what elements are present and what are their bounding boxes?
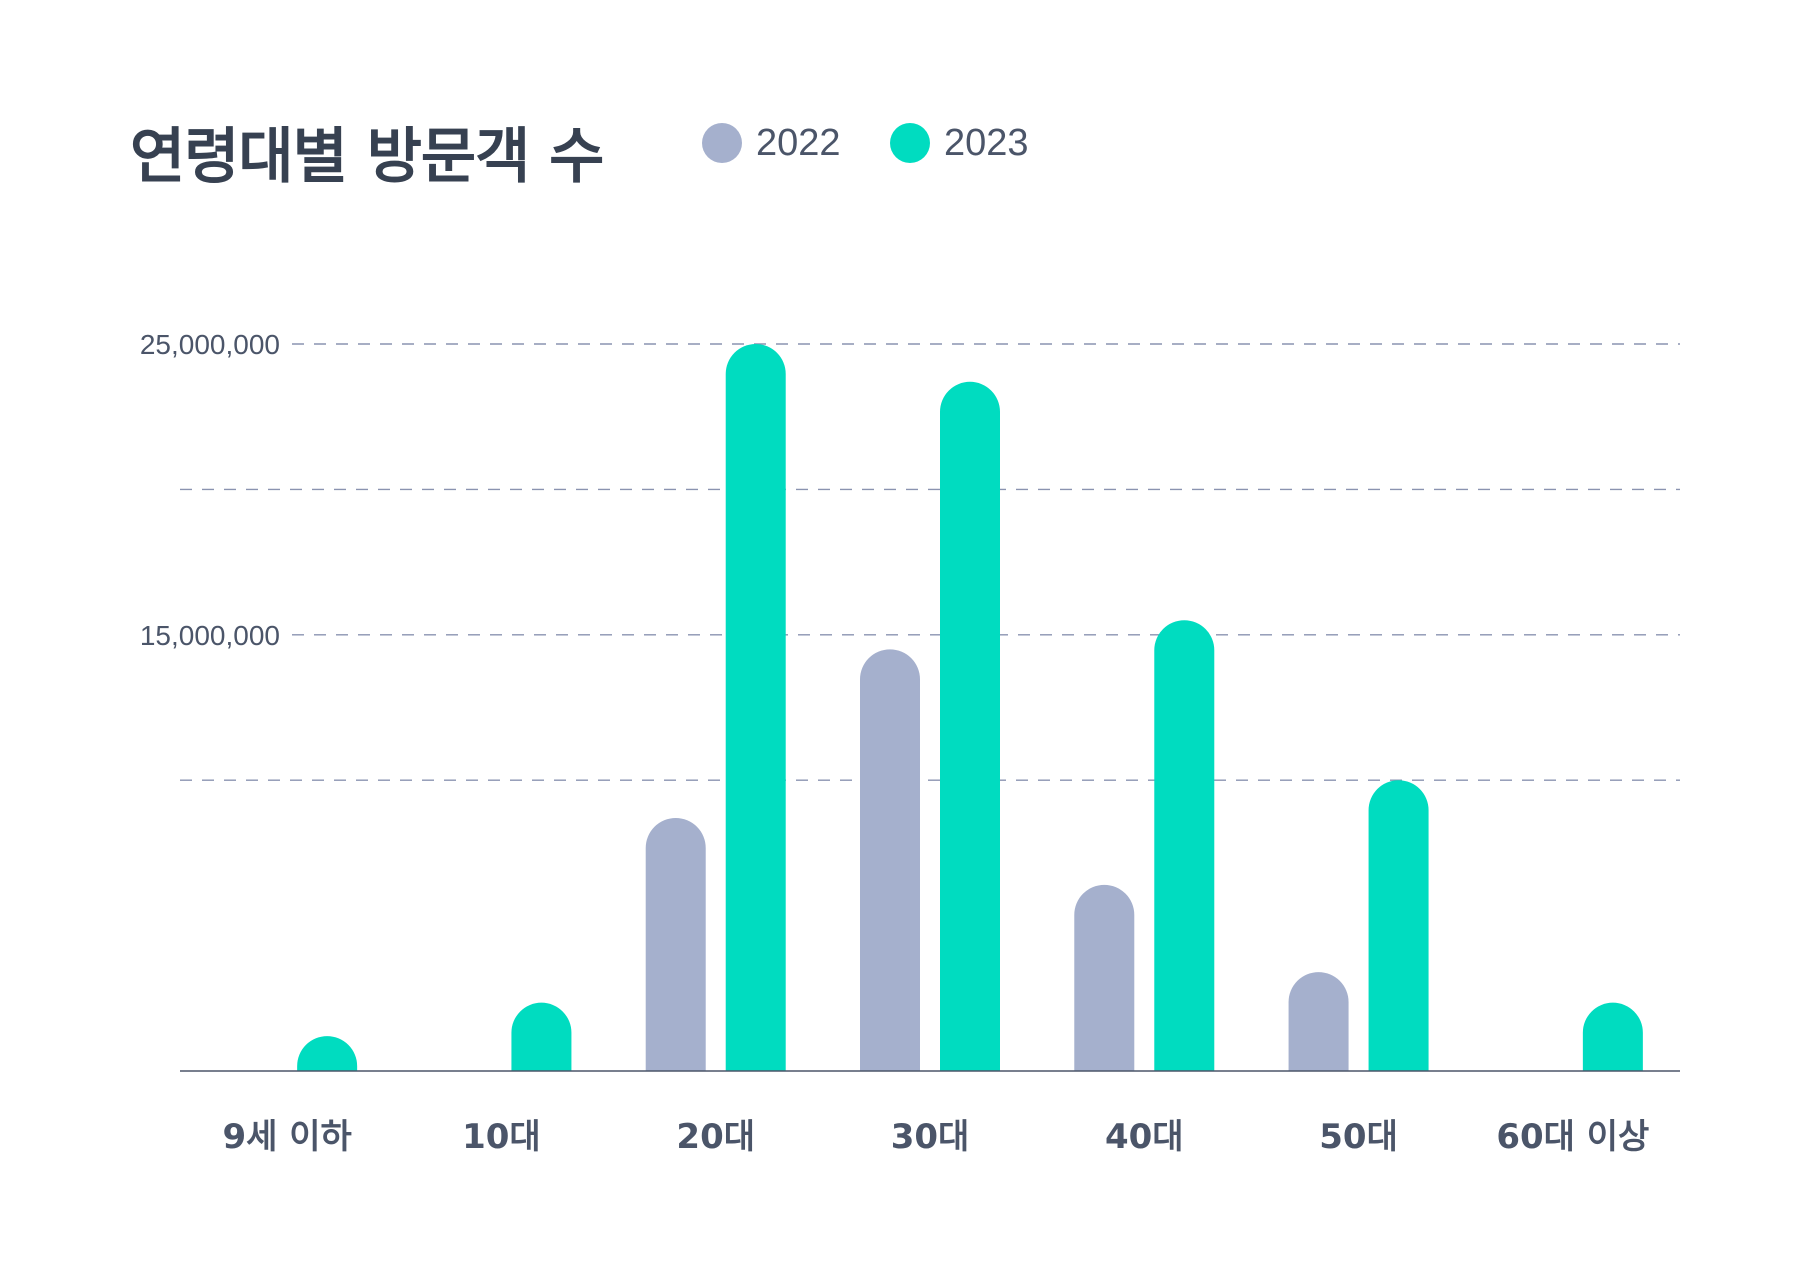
legend-label-2023: 2023 — [944, 121, 1029, 164]
legend-item-2023: 2023 — [890, 118, 1029, 168]
bar-2022-3 — [860, 649, 920, 1071]
y-tick-label: 15,000,000 — [140, 620, 280, 651]
bar-2022-2 — [645, 818, 706, 1071]
x-axis-tick-labels: 9세 이하 10대 20대 30대 40대 50대 60대 이상 — [222, 1117, 1649, 1157]
bar-2023-2 — [725, 344, 786, 1071]
x-tick-label: 20대 — [676, 1117, 755, 1157]
x-tick-label: 40대 — [1105, 1117, 1184, 1157]
bar-2023-0 — [297, 1036, 358, 1071]
bar-2023-6 — [1582, 1002, 1643, 1071]
chart-title: 연령대별 방문객 수 — [130, 122, 604, 192]
bar-2022-4 — [1074, 884, 1135, 1071]
bar-2022-5 — [1288, 972, 1349, 1071]
x-tick-label: 60대 이상 — [1496, 1117, 1649, 1157]
legend-swatch-2023 — [890, 123, 930, 163]
bar-2023-3 — [940, 381, 1000, 1072]
x-tick-label: 50대 — [1319, 1117, 1398, 1157]
legend-item-2022: 2022 — [702, 118, 841, 168]
grid-lines — [180, 343, 1680, 781]
legend-label-2022: 2022 — [756, 121, 841, 164]
x-tick-label: 30대 — [891, 1117, 970, 1157]
bar-2023-1 — [511, 1002, 572, 1071]
legend-swatch-2022 — [702, 123, 742, 163]
bar-2023-4 — [1154, 620, 1215, 1071]
x-tick-label: 9세 이하 — [222, 1117, 351, 1157]
bars — [297, 344, 1643, 1072]
y-tick-label: 25,000,000 — [140, 329, 280, 360]
bar-2023-5 — [1368, 780, 1429, 1071]
y-axis-tick-labels: 15,000,000 25,000,000 — [140, 329, 280, 651]
x-tick-label: 10대 — [462, 1117, 541, 1157]
